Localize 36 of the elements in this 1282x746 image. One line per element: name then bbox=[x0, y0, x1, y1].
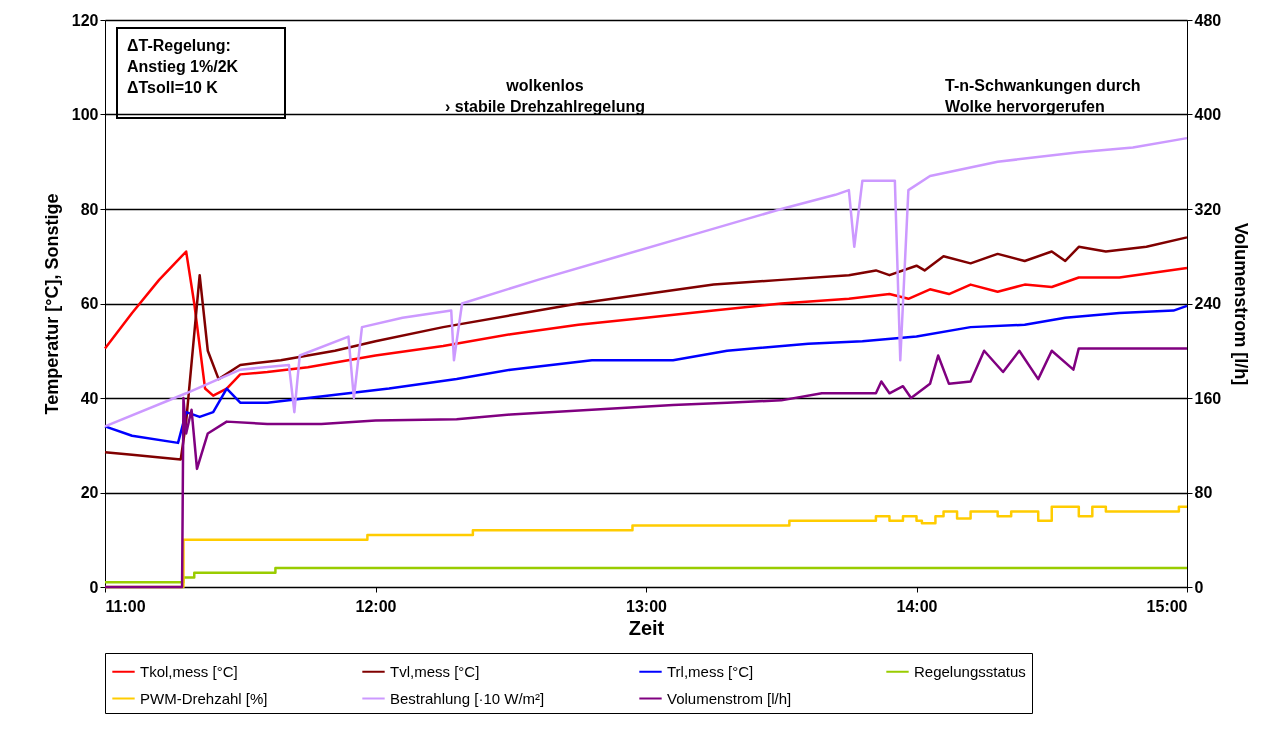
x-tick-label: 11:00 bbox=[105, 597, 146, 615]
y2-tick-label: 80 bbox=[1194, 484, 1213, 501]
annotation: wolkenlos › stabile Drehzahlregelung bbox=[444, 77, 646, 115]
x-tick-label: 15:00 bbox=[1146, 597, 1188, 615]
line-series bbox=[103, 304, 1189, 445]
line-series bbox=[103, 236, 1189, 461]
y2-axis-title: Volumenstrom [l/h] bbox=[1231, 222, 1252, 386]
y2-tick-label: 320 bbox=[1194, 200, 1222, 218]
y2-tick-label: 400 bbox=[1194, 106, 1222, 123]
y2-tick-label: 480 bbox=[1194, 11, 1222, 29]
y2-tick-label: 240 bbox=[1194, 295, 1222, 312]
y2-tick-label: 0 bbox=[1194, 578, 1204, 596]
legend-label: Bestrahlung [·10 W/m²] bbox=[390, 689, 545, 707]
legend-label: PWM-Drehzahl [%] bbox=[140, 689, 268, 707]
annotation: T-n-Schwankungen durch Wolke hervorgerufen bbox=[945, 77, 1141, 115]
y2-tick-label: 160 bbox=[1194, 389, 1222, 407]
y-axis-title: Temperatur [°C], Sonstige bbox=[41, 193, 62, 415]
x-tick-label: 14:00 bbox=[896, 597, 938, 615]
y-tick-label: 0 bbox=[89, 578, 99, 596]
x-tick-label: 13:00 bbox=[626, 597, 668, 615]
line-series bbox=[103, 136, 1189, 428]
line-series bbox=[103, 250, 1189, 397]
x-tick-label: 12:00 bbox=[355, 597, 397, 615]
y-tick-label: 100 bbox=[71, 106, 99, 123]
y-tick-label: 80 bbox=[80, 200, 99, 218]
legend-label: Regelungsstatus bbox=[914, 662, 1026, 680]
y-tick-label: 120 bbox=[71, 11, 99, 29]
legend-label: Tkol,mess [°C] bbox=[140, 662, 238, 680]
legend-label: Trl,mess [°C] bbox=[667, 662, 754, 680]
annotation: ΔT-Regelung: Anstieg 1%/2K ΔTsoll=10 K bbox=[127, 37, 239, 96]
legend-label: Volumenstrom [l/h] bbox=[667, 689, 792, 707]
y-tick-label: 60 bbox=[80, 295, 99, 312]
legend-label: Tvl,mess [°C] bbox=[390, 662, 480, 680]
x-axis-title: Zeit bbox=[628, 616, 665, 639]
y-tick-label: 20 bbox=[80, 484, 99, 501]
y-tick-label: 40 bbox=[80, 389, 99, 407]
